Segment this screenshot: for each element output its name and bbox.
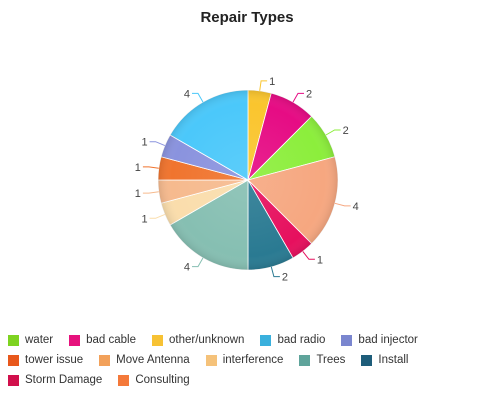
- legend-swatch: [118, 374, 130, 386]
- data-label-other-unknown: 1: [269, 76, 275, 88]
- legend-row: tower issue Move Antenna interference Trees…: [8, 350, 488, 370]
- legend-item-move-antenna[interactable]: Move Antenna: [99, 354, 190, 366]
- legend-label: water: [25, 334, 54, 346]
- legend-item-bad-radio[interactable]: bad radio: [260, 334, 325, 346]
- legend-swatch: [299, 354, 311, 366]
- data-label-trees: 4: [184, 262, 190, 274]
- data-label-bad-injector: 1: [141, 137, 147, 149]
- legend-item-storm-damage[interactable]: Storm Damage: [8, 374, 102, 386]
- leader-line-bad-cable: [292, 92, 304, 103]
- legend-swatch: [205, 354, 217, 366]
- leader-line-bad-injector: [149, 141, 166, 147]
- legend-item-bad-cable[interactable]: bad cable: [69, 334, 136, 346]
- legend-row: Storm Damage Consulting: [8, 370, 488, 390]
- legend-label: tower issue: [25, 354, 84, 366]
- legend-label: bad cable: [86, 334, 136, 346]
- leader-line-storm-damage: [302, 251, 315, 260]
- legend: water bad cable other/unknown bad radio bad …: [8, 330, 488, 390]
- leader-line-trees: [192, 257, 204, 268]
- legend-swatch: [99, 354, 111, 366]
- data-label-storm-damage: 1: [317, 254, 323, 266]
- legend-label: bad radio: [277, 334, 326, 346]
- data-label-bad-cable: 2: [306, 88, 312, 100]
- legend-swatch: [8, 334, 19, 346]
- legend-swatch: [69, 334, 81, 346]
- chart-title: Repair Types: [200, 9, 293, 26]
- legend-swatch: [341, 334, 353, 346]
- legend-swatch: [260, 334, 272, 346]
- data-label-consulting: 4: [353, 201, 359, 213]
- legend-label: other/unknown: [169, 334, 245, 346]
- legend-item-bad-injector[interactable]: bad injector: [341, 334, 418, 346]
- legend-label: Trees: [316, 354, 346, 366]
- legend-row: water bad cable other/unknown bad radio bad …: [8, 330, 488, 350]
- legend-item-install[interactable]: Install: [361, 354, 408, 366]
- leader-line-interference: [149, 213, 166, 219]
- legend-label: Consulting: [135, 374, 190, 386]
- legend-label: Storm Damage: [25, 374, 103, 386]
- leader-line-bad-radio: [192, 92, 204, 103]
- legend-swatch: [8, 354, 19, 366]
- legend-swatch: [361, 354, 373, 366]
- legend-item-trees[interactable]: Trees: [299, 354, 345, 366]
- legend-label: Move Antenna: [116, 354, 190, 366]
- legend-item-other-unknown[interactable]: other/unknown: [152, 334, 244, 346]
- leader-line-move-antenna: [142, 191, 159, 194]
- data-labels: 1 2 2 4 1 2 4 1 1 1 1 4: [135, 76, 359, 284]
- data-label-tower-issue: 1: [135, 162, 141, 174]
- legend-label: Install: [378, 354, 409, 366]
- leader-line-tower-issue: [142, 166, 159, 169]
- legend-label: bad injector: [358, 334, 418, 346]
- data-label-bad-radio: 4: [184, 88, 190, 100]
- legend-label: interference: [222, 354, 284, 366]
- data-label-install: 2: [282, 272, 288, 284]
- legend-item-interference[interactable]: interference: [205, 354, 284, 366]
- data-label-water: 2: [343, 125, 349, 137]
- legend-item-tower-issue[interactable]: tower issue: [8, 354, 83, 366]
- leader-line-water: [325, 129, 341, 136]
- data-label-move-antenna: 1: [135, 188, 141, 200]
- legend-swatch: [8, 374, 19, 386]
- legend-swatch: [152, 334, 163, 346]
- leader-line-consulting: [334, 202, 351, 207]
- legend-item-water[interactable]: water: [8, 334, 53, 346]
- leader-line-install: [270, 266, 280, 278]
- leader-line-other-unknown: [259, 80, 268, 91]
- legend-item-consulting[interactable]: Consulting: [118, 374, 190, 386]
- pie-chart-svg: Repair Types 1 2 2 4 1 2 4 1 1 1 1 4: [135, 9, 359, 284]
- pie-slices: [157, 89, 339, 271]
- data-label-interference: 1: [141, 213, 147, 225]
